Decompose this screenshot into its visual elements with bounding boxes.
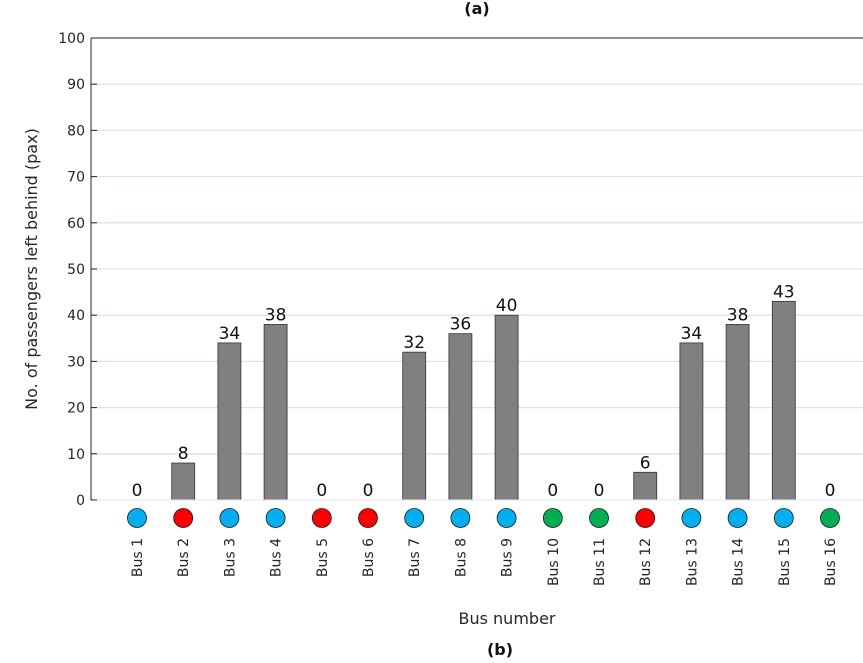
y-tick-label: 70 <box>67 170 85 186</box>
bar <box>448 333 473 501</box>
x-tick-label: Bus 2 <box>176 538 192 577</box>
x-axis-ticks: Bus 1 Bus 2 Bus 3 Bus 4 Bus 5 Bus 6 Bus 7 Bus 8… <box>130 538 839 586</box>
data-label: 0 <box>547 481 558 501</box>
x-tick-label: Bus 3 <box>222 538 238 577</box>
bar <box>171 462 196 501</box>
bar <box>494 314 519 501</box>
y-tick-label: 80 <box>67 123 85 139</box>
category-marker-dot <box>219 508 240 528</box>
bar <box>263 324 288 501</box>
category-marker-dot <box>773 508 794 528</box>
y-tick-label: 30 <box>67 354 85 370</box>
x-tick-label: Bus 5 <box>315 538 331 577</box>
data-label: 34 <box>681 324 703 344</box>
data-label: 38 <box>727 305 749 325</box>
data-label: 8 <box>178 444 189 464</box>
y-tick-label: 40 <box>67 308 85 324</box>
data-label: 0 <box>594 481 605 501</box>
y-tick-label: 60 <box>67 216 85 232</box>
category-marker-dot <box>635 508 656 528</box>
x-tick-label: Bus 11 <box>592 538 608 586</box>
x-tick-label: Bus 15 <box>777 538 793 586</box>
x-tick-label: Bus 10 <box>546 538 562 586</box>
bar <box>725 324 750 501</box>
figure-caption: (b) <box>487 640 513 659</box>
x-tick-label: Bus 14 <box>731 538 747 586</box>
bar <box>679 342 704 501</box>
data-label: 0 <box>363 481 374 501</box>
category-marker-dot <box>127 508 147 528</box>
bar <box>633 471 658 501</box>
y-tick-label: 90 <box>67 77 85 93</box>
x-tick-label: Bus 8 <box>453 538 469 577</box>
x-axis-title: Bus number <box>459 609 556 628</box>
category-marker-dot <box>265 508 286 528</box>
x-tick-label: Bus 16 <box>823 538 839 586</box>
data-label: 32 <box>403 333 425 353</box>
y-tick-label: 50 <box>67 262 85 278</box>
y-axis-ticks: 0 10 20 30 40 50 60 70 80 90 100 <box>58 31 97 509</box>
category-marker-dot <box>173 508 194 528</box>
bar <box>217 342 242 501</box>
data-label: 40 <box>496 296 518 316</box>
bars <box>171 300 796 501</box>
category-markers <box>127 508 840 528</box>
x-tick-label: Bus 9 <box>500 538 516 577</box>
x-tick-label: Bus 12 <box>638 538 654 586</box>
data-label: 0 <box>825 481 836 501</box>
y-tick-label: 10 <box>67 447 85 463</box>
category-marker-dot <box>311 508 332 528</box>
category-marker-dot <box>542 508 563 528</box>
category-marker-dot <box>589 508 609 528</box>
category-marker-dot <box>358 508 378 528</box>
y-axis-title: No. of passengers left behind (pax) <box>22 128 41 410</box>
data-label: 0 <box>132 481 143 501</box>
y-tick-label: 0 <box>76 493 85 509</box>
y-tick-label: 20 <box>67 401 85 417</box>
data-label: 43 <box>773 282 795 302</box>
data-label: 36 <box>450 315 472 335</box>
x-tick-label: Bus 13 <box>684 538 700 586</box>
category-marker-dot <box>450 508 471 528</box>
data-label: 34 <box>219 324 241 344</box>
category-marker-dot <box>496 508 517 528</box>
x-tick-label: Bus 7 <box>407 538 423 577</box>
x-tick-label: Bus 6 <box>361 538 377 577</box>
x-tick-label: Bus 1 <box>130 538 146 577</box>
y-tick-label: 100 <box>58 31 85 47</box>
category-marker-dot <box>404 508 425 528</box>
category-marker-dot <box>820 508 840 528</box>
data-label: 6 <box>640 453 651 473</box>
category-marker-dot <box>727 508 748 528</box>
data-labels: 0 8 34 38 0 0 32 36 40 0 0 6 34 38 43 0 <box>132 282 836 501</box>
bar <box>771 300 796 501</box>
category-marker-dot <box>681 508 702 528</box>
data-label: 0 <box>316 481 327 501</box>
x-tick-label: Bus 4 <box>269 538 285 577</box>
bar <box>402 351 427 501</box>
chart-title: (a) <box>464 0 489 18</box>
data-label: 38 <box>265 305 287 325</box>
